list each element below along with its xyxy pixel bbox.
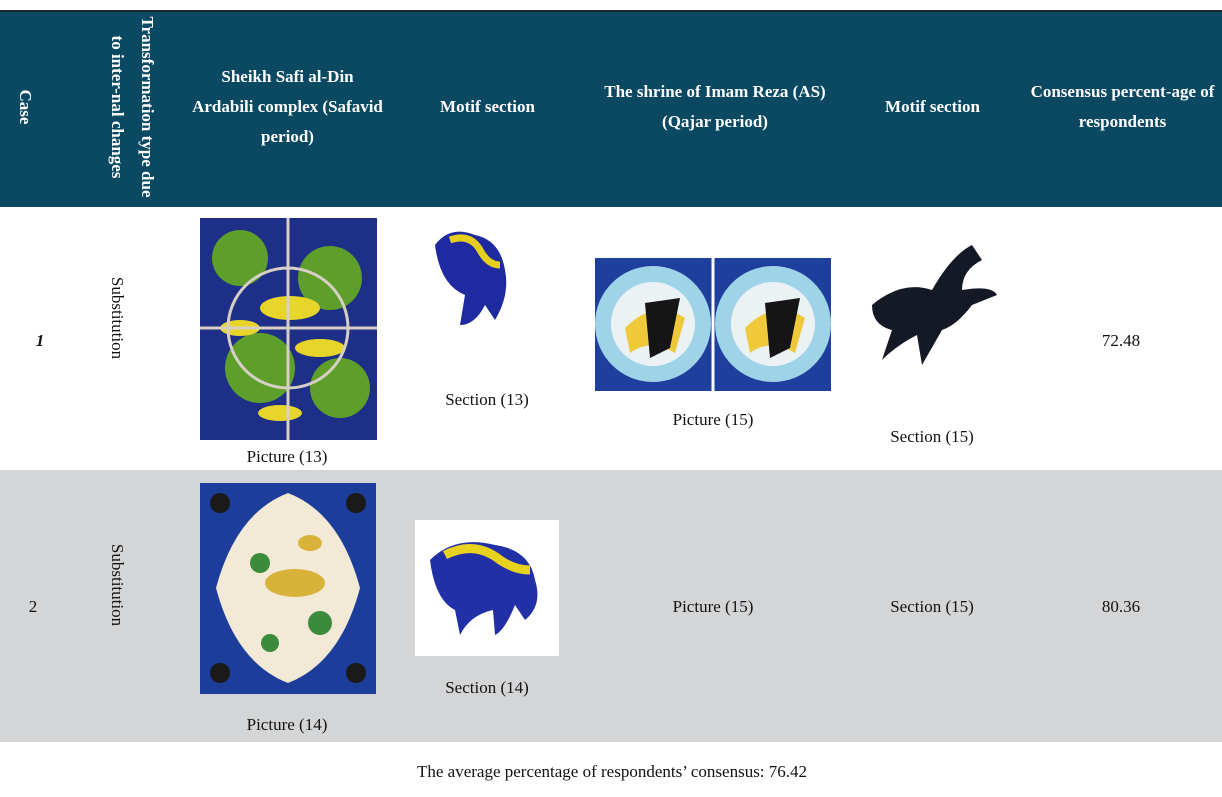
header-cell: Consensus percent-age of respondents (1030, 82, 1215, 131)
caption: Section (15) (890, 427, 974, 446)
caption: Picture (15) (672, 410, 754, 429)
header-cell: Motif section (885, 97, 980, 116)
picture-14 (200, 483, 376, 694)
section-14 (415, 520, 559, 656)
section-15 (872, 245, 997, 365)
picture-15 (595, 258, 831, 391)
consensus-value: 80.36 (1101, 597, 1141, 616)
header-cell: Transformation type due to inter-nal cha… (108, 16, 157, 198)
caption: Section (15) (890, 597, 974, 616)
caption: Picture (14) (246, 715, 328, 734)
table-header: Case Transformation type due to inter-na… (0, 10, 1222, 207)
header-cell: Sheikh Safi al-Din Ardabili complex (Saf… (192, 67, 383, 146)
caption: Picture (15) (672, 597, 754, 616)
case-number: 2 (28, 597, 38, 616)
consensus-value: 72.48 (1101, 331, 1141, 350)
footer-note: The average percentage of respondents’ c… (416, 762, 808, 781)
header-cell: Motif section (440, 97, 535, 116)
row-background (0, 470, 1222, 742)
section-13 (435, 231, 507, 325)
header-cell: The shrine of Imam Reza (AS) (Qajar peri… (604, 82, 826, 131)
transformation-type: Substitution (108, 543, 127, 627)
case-number: 1 (35, 331, 45, 350)
picture-13 (200, 218, 377, 440)
header-cell: Case (16, 89, 35, 125)
caption: Section (14) (445, 678, 529, 697)
transformation-type: Substitution (108, 276, 127, 360)
caption: Picture (13) (246, 447, 328, 466)
caption: Section (13) (445, 390, 529, 409)
